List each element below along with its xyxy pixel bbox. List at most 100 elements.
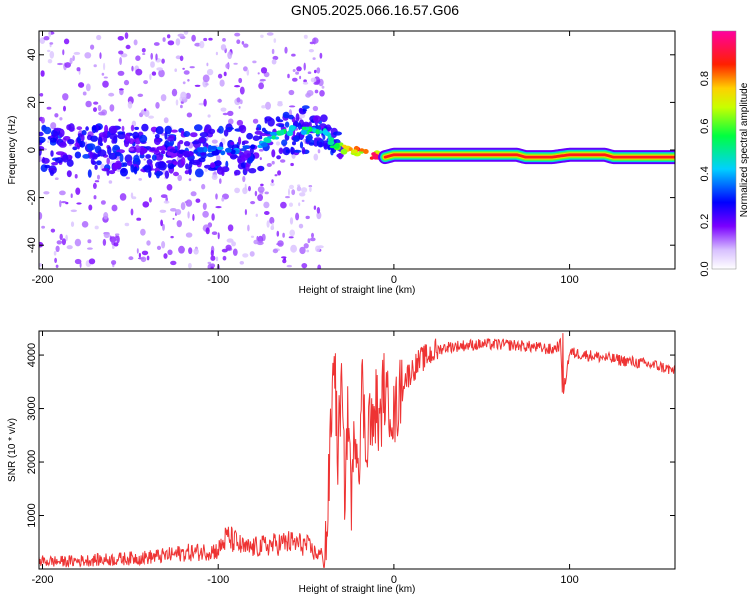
spectrogram-noise-blob [236,119,244,126]
spectrogram-energy-blob [119,153,124,163]
spectrogram-energy-blob [107,146,112,156]
x-tick-label: 0 [391,574,397,586]
spectrogram-noise-blob [259,157,262,161]
spectrogram-noise-blob [103,231,110,239]
spectrogram-noise-blob [258,149,264,152]
spectrogram-energy-blob [242,140,249,144]
spectrogram-noise-blob [182,67,185,70]
spectrogram-energy-blob [239,124,247,134]
spectrogram-noise-blob [313,205,317,210]
spectrogram-noise-blob [137,93,144,98]
spectrogram-noise-blob [288,105,296,108]
spectrogram-energy-blob [237,158,242,163]
spectrogram-noise-blob [65,234,68,242]
spectrogram-energy-blob [223,129,229,137]
spectrogram-energy-blob [66,159,74,167]
spectrogram-noise-blob [175,38,181,46]
spectrogram-noise-blob [93,107,97,112]
spectrogram-noise-blob [259,78,266,82]
spectrogram-energy-blob [109,133,118,140]
spectrogram-noise-blob [39,263,42,267]
snr-y-axis-label: SNR (10 * v/v) [7,418,18,482]
spectrogram-noise-blob [47,49,51,53]
spectrogram-noise-blob [287,73,290,79]
spectrogram-noise-blob [75,187,81,195]
spectrogram-noise-blob [93,195,97,200]
colorbar-label: Normalized spectral amplitude [739,82,750,217]
spectrogram-noise-blob [49,51,55,59]
spectrogram-noise-blob [201,183,206,190]
spectrogram-noise-blob [150,52,153,60]
spectrogram-noise-blob [125,176,130,180]
spectrogram-noise-blob [239,86,245,95]
spectrogram-ridge-point [270,132,278,137]
spectrogram-energy-blob [248,168,257,174]
spectrogram-noise-blob [252,118,259,124]
spectrogram-noise-blob [155,53,158,61]
spectrogram-energy-blob [198,157,206,163]
spectrogram-energy-blob [307,133,313,141]
snr-layer [39,333,675,568]
spectrogram-noise-blob [315,245,321,252]
spectrogram-noise-blob [226,238,234,243]
spectrogram-noise-blob [244,183,247,191]
spectrogram-noise-blob [76,67,81,72]
spectrogram-energy-blob [55,151,65,156]
spectrogram-noise-blob [188,178,192,182]
spectrogram-energy-blob [134,137,141,145]
spectrogram-noise-blob [39,93,44,97]
spectrogram-noise-blob [143,158,146,161]
spectrogram-noise-blob [79,262,82,268]
spectrogram-noise-blob [286,264,292,268]
spectrogram-noise-blob [319,52,323,59]
spectrogram-noise-blob [167,34,171,39]
spectrogram-energy-blob [295,113,300,122]
spectrogram-noise-blob [263,201,270,209]
spectrogram-noise-blob [290,244,297,253]
spectrogram-noise-blob [280,159,286,163]
spectrogram-noise-blob [216,154,221,162]
spectrogram-noise-blob [148,115,155,119]
spectrogram-noise-blob [295,71,299,75]
spectrogram-energy-blob [167,162,175,170]
spectrogram-energy-blob [271,149,276,158]
spectrogram-ridge-point [341,144,347,148]
spectrogram-noise-blob [141,250,149,256]
spectrogram-ridge-point [301,126,307,130]
spectrogram-noise-blob [90,44,95,50]
spectrogram-noise-blob [117,36,125,41]
spectrogram-energy-blob [81,130,87,136]
spectrogram-noise-blob [96,34,102,41]
spectrogram-energy-blob [255,127,259,131]
spectrogram-noise-blob [269,216,275,225]
spectrogram-noise-blob [85,83,91,92]
spectrogram-noise-blob [234,32,241,37]
spectrogram-energy-blob [210,162,216,169]
spectrogram-energy-blob [323,140,328,149]
spectrogram-noise-blob [306,249,310,253]
spectrogram-ridge-point [166,151,173,156]
spectrogram-energy-blob [145,154,152,159]
spectrogram-noise-blob [202,74,210,83]
spectrogram-noise-blob [161,58,165,64]
y-tick-label: 4000 [26,343,38,367]
spectrogram-noise-blob [130,124,135,132]
spectrogram-noise-blob [317,149,321,154]
spectrogram-noise-blob [244,209,247,216]
spectrogram-ridge-point [242,145,250,149]
y-tick-label: 1000 [26,503,38,527]
spectrogram-noise-blob [62,93,69,101]
spectrogram-noise-blob [215,206,222,209]
spectrogram-ridge-point [263,137,270,143]
spectrogram-energy-blob [86,143,96,151]
spectrogram-noise-blob [192,213,195,222]
spectrogram-noise-blob [299,75,302,80]
spectrogram-noise-blob [291,189,296,196]
spectrogram-energy-blob [74,151,82,159]
spectrogram-energy-blob [178,140,184,145]
spectrogram-ridge-point [149,147,156,152]
spectrogram-noise-blob [118,118,122,122]
spectrogram-noise-blob [59,190,66,196]
spectrogram-noise-blob [111,204,118,212]
spectrogram-noise-blob [271,160,275,165]
